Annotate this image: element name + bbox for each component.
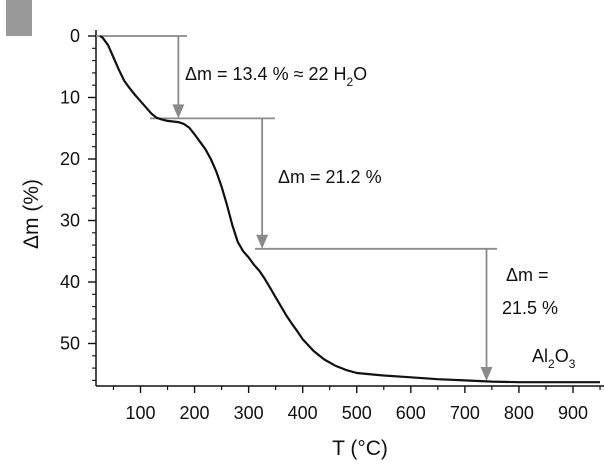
step-arrow-head: [256, 234, 269, 249]
curves: [99, 35, 600, 384]
x-tick-label: 500: [342, 403, 372, 423]
step2-label: Δm = 21.2 %: [278, 167, 382, 187]
panel-marker: [6, 0, 32, 36]
y-tick-label: 10: [60, 88, 80, 108]
step1-label-sub: 2: [346, 75, 353, 89]
x-tick-label: 900: [558, 403, 588, 423]
x-tick-label: 100: [125, 403, 155, 423]
residue-label: Al2O3: [532, 346, 576, 371]
residue-label-sub1: 2: [548, 357, 555, 371]
x-tick-label: 200: [180, 403, 210, 423]
x-tick-label: 700: [450, 403, 480, 423]
residue-label-sub2: 3: [569, 357, 576, 371]
y-tick-label: 40: [60, 272, 80, 292]
step3-label-line1: Δm =: [506, 265, 549, 285]
y-tick-label: 20: [60, 149, 80, 169]
annotation-labels: Δm = 13.4 % ≈ 22 H2O Δm = 21.2 % Δm = 21.5 …: [185, 64, 576, 371]
step3-label-line2: 21.5 %: [502, 298, 558, 318]
reference-lines: [96, 35, 497, 382]
tga-curve: [99, 35, 600, 384]
step1-label: Δm = 13.4 % ≈ 22 H2O: [185, 64, 367, 89]
residue-label-mid: O: [555, 346, 569, 366]
x-axis-label: T (°C): [332, 437, 388, 460]
x-tick-label: 600: [396, 403, 426, 423]
y-tick-label: 50: [60, 334, 80, 354]
x-tick-label: 400: [288, 403, 318, 423]
y-tick-label: 30: [60, 211, 80, 231]
step-arrow-head: [172, 104, 185, 119]
y-tick-label: 0: [70, 26, 80, 46]
ticks: 100 200 300 400 500 600 700 800 900 0 10 20 30 40 50: [60, 26, 601, 423]
x-tick-label: 800: [504, 403, 534, 423]
step-arrow-head: [480, 367, 493, 382]
x-tick-label: 300: [234, 403, 264, 423]
y-axis-label: Δm (%): [20, 179, 43, 249]
step1-label-tail: O: [353, 64, 367, 84]
